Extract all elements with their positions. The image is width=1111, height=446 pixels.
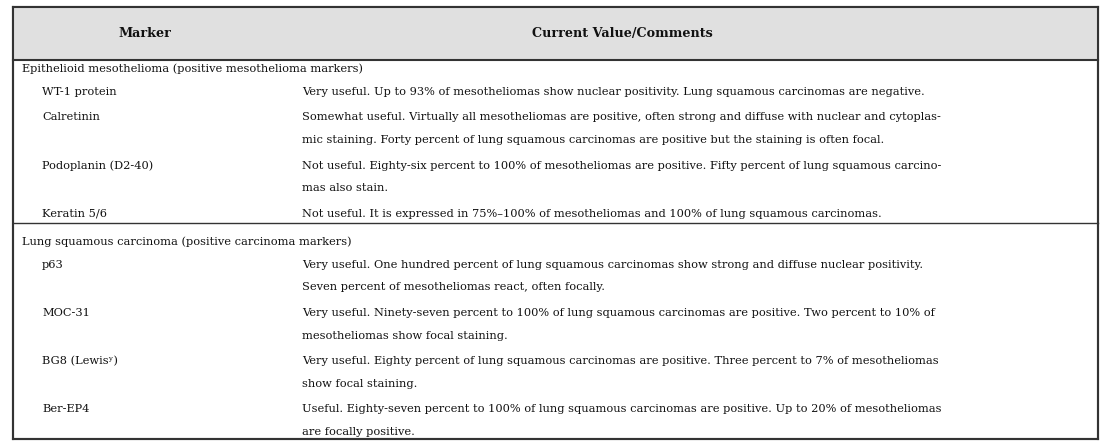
- Text: Ber-EP4: Ber-EP4: [42, 404, 90, 414]
- Text: Podoplanin (D2-40): Podoplanin (D2-40): [42, 161, 153, 171]
- Text: Very useful. Eighty percent of lung squamous carcinomas are positive. Three perc: Very useful. Eighty percent of lung squa…: [302, 356, 939, 366]
- Text: Very useful. Up to 93% of mesotheliomas show nuclear positivity. Lung squamous c: Very useful. Up to 93% of mesotheliomas …: [302, 87, 925, 97]
- Text: MOC-31: MOC-31: [42, 308, 90, 318]
- Text: Calretinin: Calretinin: [42, 112, 100, 122]
- Text: Lung squamous carcinoma (positive carcinoma markers): Lung squamous carcinoma (positive carcin…: [22, 236, 352, 247]
- Bar: [13, 7, 1098, 60]
- Text: are focally positive.: are focally positive.: [302, 427, 416, 437]
- Text: Current Value/Comments: Current Value/Comments: [532, 27, 712, 40]
- Text: mas also stain.: mas also stain.: [302, 183, 389, 194]
- Text: BG8 (Lewisʸ): BG8 (Lewisʸ): [42, 356, 118, 367]
- Text: WT-1 protein: WT-1 protein: [42, 87, 117, 97]
- Text: mesotheliomas show focal staining.: mesotheliomas show focal staining.: [302, 330, 508, 341]
- Text: show focal staining.: show focal staining.: [302, 379, 418, 389]
- Text: Very useful. One hundred percent of lung squamous carcinomas show strong and dif: Very useful. One hundred percent of lung…: [302, 260, 923, 270]
- Text: mic staining. Forty percent of lung squamous carcinomas are positive but the sta: mic staining. Forty percent of lung squa…: [302, 135, 884, 145]
- Text: Seven percent of mesotheliomas react, often focally.: Seven percent of mesotheliomas react, of…: [302, 282, 605, 293]
- Text: Somewhat useful. Virtually all mesotheliomas are positive, often strong and diff: Somewhat useful. Virtually all mesotheli…: [302, 112, 941, 122]
- Text: Keratin 5/6: Keratin 5/6: [42, 209, 108, 219]
- Text: Epithelioid mesothelioma (positive mesothelioma markers): Epithelioid mesothelioma (positive mesot…: [22, 64, 363, 74]
- Text: Not useful. It is expressed in 75%–100% of mesotheliomas and 100% of lung squamo: Not useful. It is expressed in 75%–100% …: [302, 209, 882, 219]
- Text: Very useful. Ninety-seven percent to 100% of lung squamous carcinomas are positi: Very useful. Ninety-seven percent to 100…: [302, 308, 935, 318]
- Text: p63: p63: [42, 260, 64, 270]
- Text: Not useful. Eighty-six percent to 100% of mesotheliomas are positive. Fifty perc: Not useful. Eighty-six percent to 100% o…: [302, 161, 941, 171]
- Text: Useful. Eighty-seven percent to 100% of lung squamous carcinomas are positive. U: Useful. Eighty-seven percent to 100% of …: [302, 404, 942, 414]
- Text: Marker: Marker: [118, 27, 171, 40]
